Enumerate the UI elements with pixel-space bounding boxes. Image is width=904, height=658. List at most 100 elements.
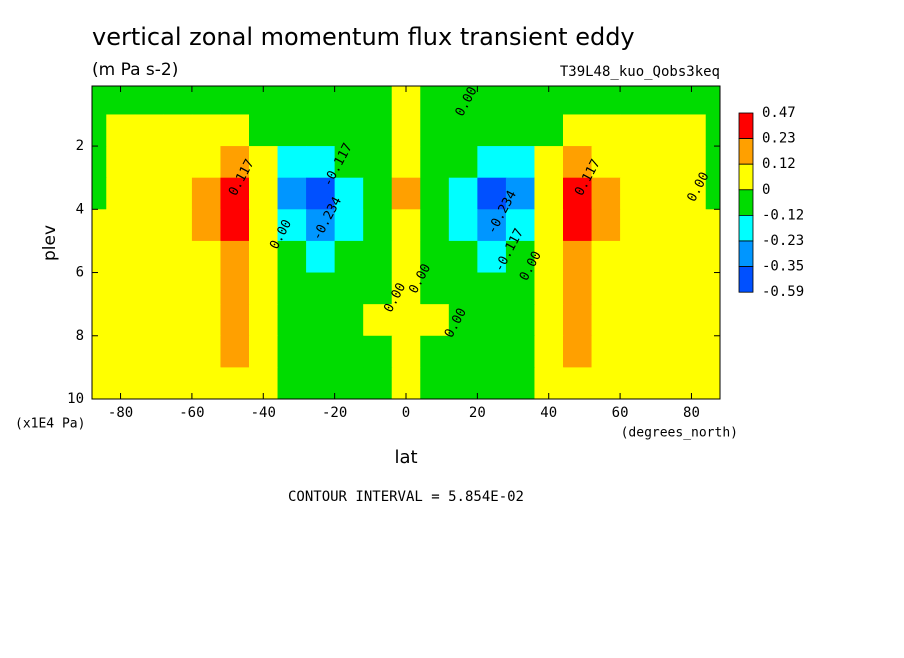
field-cell bbox=[648, 240, 678, 274]
field-cell bbox=[705, 209, 720, 242]
field-cell bbox=[591, 86, 621, 115]
colorbar-box bbox=[738, 189, 754, 216]
field-cell bbox=[363, 146, 393, 179]
field-cell bbox=[534, 177, 564, 210]
field-cell bbox=[591, 209, 621, 242]
field-cell bbox=[620, 367, 650, 399]
field-cell bbox=[106, 335, 136, 368]
x-tick-label: 80 bbox=[683, 405, 700, 421]
field-cell bbox=[191, 240, 221, 274]
field-cell bbox=[477, 304, 507, 337]
field-cell bbox=[505, 177, 535, 210]
field-cell bbox=[134, 146, 164, 179]
field-cell bbox=[677, 177, 707, 210]
field-cell bbox=[420, 146, 450, 179]
field-cell bbox=[477, 240, 507, 274]
field-cell bbox=[134, 272, 164, 305]
field-cell bbox=[477, 146, 507, 179]
field-cell bbox=[191, 146, 221, 179]
field-cell bbox=[620, 146, 650, 179]
field-cell bbox=[420, 304, 450, 337]
field-cell bbox=[477, 335, 507, 368]
field-cell bbox=[163, 209, 193, 242]
field-cell bbox=[391, 304, 421, 337]
field-cell bbox=[448, 146, 478, 179]
field-cell bbox=[163, 146, 193, 179]
field-cell bbox=[705, 367, 720, 399]
field-cell bbox=[163, 177, 193, 210]
field-cell bbox=[334, 209, 364, 242]
field-cell bbox=[163, 86, 193, 115]
field-cell bbox=[705, 240, 720, 274]
field-cell bbox=[134, 177, 164, 210]
field-cell bbox=[563, 272, 593, 305]
field-cell bbox=[677, 146, 707, 179]
field-cell bbox=[277, 114, 307, 147]
field-cell bbox=[563, 86, 593, 115]
x-tick-label: 20 bbox=[469, 405, 486, 421]
field-cell bbox=[420, 114, 450, 147]
field-cell bbox=[620, 240, 650, 274]
field-cell bbox=[106, 272, 136, 305]
field-cell bbox=[677, 304, 707, 337]
field-cell bbox=[106, 240, 136, 274]
field-cell bbox=[591, 240, 621, 274]
field-cell bbox=[277, 304, 307, 337]
field-cell bbox=[534, 146, 564, 179]
field-cell bbox=[648, 146, 678, 179]
colorbar-label: 0.12 bbox=[762, 156, 796, 172]
colorbar-label: -0.23 bbox=[762, 233, 804, 249]
field-cell bbox=[306, 86, 336, 115]
field-cell bbox=[363, 177, 393, 210]
colorbar-box bbox=[738, 214, 754, 242]
x-tick-label: -80 bbox=[108, 405, 133, 421]
field-cell bbox=[334, 86, 364, 115]
field-cell bbox=[534, 272, 564, 305]
field-cell bbox=[505, 367, 535, 399]
field-cell bbox=[363, 304, 393, 337]
colorbar-label: 0 bbox=[762, 182, 770, 198]
x-tick-label: -40 bbox=[251, 405, 276, 421]
field-cell bbox=[391, 146, 421, 179]
field-cell bbox=[220, 146, 250, 179]
field-cell bbox=[134, 209, 164, 242]
field-cell bbox=[534, 304, 564, 337]
field-cell bbox=[163, 240, 193, 274]
field-cell bbox=[163, 272, 193, 305]
field-cell bbox=[106, 209, 136, 242]
field-cell bbox=[249, 272, 279, 305]
field-cell bbox=[191, 114, 221, 147]
y-tick-label: 6 bbox=[76, 265, 84, 281]
field-cell bbox=[705, 272, 720, 305]
field-cell bbox=[448, 335, 478, 368]
field-cell bbox=[306, 272, 336, 305]
field-cell bbox=[648, 86, 678, 115]
field-cell bbox=[220, 86, 250, 115]
x-axis-units: (degrees_north) bbox=[621, 426, 738, 441]
field-cell bbox=[277, 209, 307, 242]
field-cell bbox=[134, 304, 164, 337]
y-axis-label: plev bbox=[40, 225, 60, 261]
colorbar-label: -0.59 bbox=[762, 284, 804, 300]
field-cell bbox=[648, 114, 678, 147]
field-cell bbox=[420, 367, 450, 399]
field-cell bbox=[505, 146, 535, 179]
field-cell bbox=[220, 177, 250, 210]
field-cell bbox=[134, 86, 164, 115]
field-cell bbox=[363, 240, 393, 274]
field-cell bbox=[563, 114, 593, 147]
field-cell bbox=[334, 240, 364, 274]
field-cell bbox=[191, 272, 221, 305]
field-cell bbox=[363, 272, 393, 305]
field-cell bbox=[191, 177, 221, 210]
y-tick-label: 10 bbox=[67, 391, 84, 407]
field-cell bbox=[334, 177, 364, 210]
field-cell bbox=[620, 86, 650, 115]
field-cell bbox=[220, 304, 250, 337]
chart-subtitle: (m Pa s-2) bbox=[92, 60, 178, 80]
field-cell bbox=[92, 367, 107, 399]
dataset-label: T39L48_kuo_Qobs3keq bbox=[560, 64, 720, 80]
colorbar-label: -0.12 bbox=[762, 207, 804, 223]
field-cell bbox=[249, 335, 279, 368]
field-cell bbox=[106, 114, 136, 147]
